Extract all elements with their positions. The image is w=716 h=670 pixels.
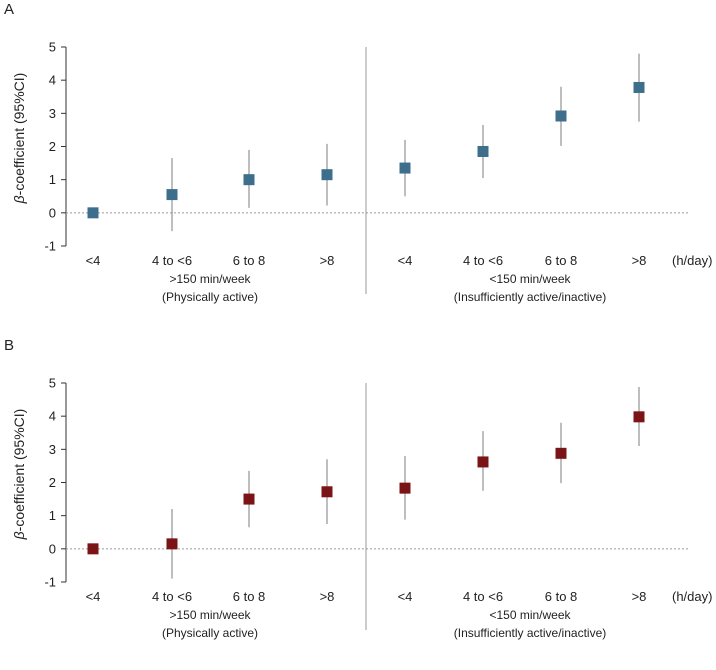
group-label-line2: (Physically active) <box>162 626 258 640</box>
y-tick-label: 4 <box>49 409 56 424</box>
x-unit-label: (h/day) <box>672 589 712 604</box>
data-point-marker[interactable] <box>555 110 567 122</box>
data-point-marker[interactable] <box>399 162 411 174</box>
y-tick-label: 3 <box>49 106 56 121</box>
y-axis-label-text: -coefficient (95%CI) <box>11 409 27 532</box>
x-tick-label: >8 <box>632 253 647 268</box>
y-axis-label: β-coefficient (95%CI) <box>11 409 27 541</box>
data-point-marker[interactable] <box>633 81 645 93</box>
data-point-marker[interactable] <box>555 447 567 459</box>
x-unit-label: (h/day) <box>672 253 712 268</box>
y-tick-label: -1 <box>44 239 56 254</box>
y-tick-label: 5 <box>49 40 56 55</box>
y-tick-label: 2 <box>49 475 56 490</box>
y-tick-label: 3 <box>49 442 56 457</box>
y-tick-label: 0 <box>49 541 56 556</box>
y-tick-label: -1 <box>44 575 56 590</box>
y-axis-label-symbol: β <box>11 195 27 204</box>
group-label-line1: <150 min/week <box>489 608 571 622</box>
group-label-line1: >150 min/week <box>169 608 251 622</box>
group-label-line1: >150 min/week <box>169 272 251 286</box>
x-tick-label: >8 <box>632 589 647 604</box>
x-tick-label: 6 to 8 <box>233 589 266 604</box>
y-tick-label: 0 <box>49 205 56 220</box>
group-label-line2: (Insufficiently active/inactive) <box>454 626 607 640</box>
y-axis-label: β-coefficient (95%CI) <box>11 73 27 205</box>
y-tick-label: 2 <box>49 139 56 154</box>
x-tick-label: 6 to 8 <box>233 253 266 268</box>
x-tick-label: <4 <box>398 253 413 268</box>
chart-panel-a: A -1 0 1 2 3 4 5 β-coefficient (95%CI) <4 4 to <6 6… <box>4 1 712 304</box>
x-tick-label: <4 <box>86 253 101 268</box>
x-tick-label: >8 <box>320 589 335 604</box>
y-tick-label: 5 <box>49 376 56 391</box>
y-tick-label: 1 <box>49 172 56 187</box>
data-point-marker[interactable] <box>243 493 255 505</box>
x-tick-label: 6 to 8 <box>545 589 578 604</box>
data-point-marker[interactable] <box>399 482 411 494</box>
x-tick-label: <4 <box>86 589 101 604</box>
group-label-line1: <150 min/week <box>489 272 571 286</box>
x-tick-label: 4 to <6 <box>463 253 503 268</box>
x-tick-label: 4 to <6 <box>152 253 192 268</box>
data-point-marker[interactable] <box>477 456 489 468</box>
chart-panel-b: B -1 0 1 2 3 4 5 β-coefficient (95%CI) <4 4 to <6 6… <box>4 337 712 640</box>
group-label-line2: (Insufficiently active/inactive) <box>454 290 607 304</box>
y-axis-label-text: -coefficient (95%CI) <box>11 73 27 196</box>
x-tick-label: <4 <box>398 589 413 604</box>
group-label-line2: (Physically active) <box>162 290 258 304</box>
y-tick-label: 1 <box>49 508 56 523</box>
data-point-marker[interactable] <box>87 207 99 219</box>
x-tick-label: 6 to 8 <box>545 253 578 268</box>
data-point-marker[interactable] <box>166 538 178 550</box>
x-tick-label: 4 to <6 <box>152 589 192 604</box>
data-point-marker[interactable] <box>166 189 178 201</box>
data-point-marker[interactable] <box>321 169 333 181</box>
data-point-marker[interactable] <box>321 486 333 498</box>
panel-label: B <box>4 337 14 354</box>
x-tick-label: 4 to <6 <box>463 589 503 604</box>
panel-label: A <box>4 1 14 18</box>
data-point-marker[interactable] <box>87 543 99 555</box>
y-axis-label-symbol: β <box>11 531 27 540</box>
y-tick-label: 4 <box>49 73 56 88</box>
data-point-marker[interactable] <box>633 411 645 423</box>
x-tick-label: >8 <box>320 253 335 268</box>
data-point-marker[interactable] <box>243 174 255 186</box>
data-point-marker[interactable] <box>477 145 489 157</box>
